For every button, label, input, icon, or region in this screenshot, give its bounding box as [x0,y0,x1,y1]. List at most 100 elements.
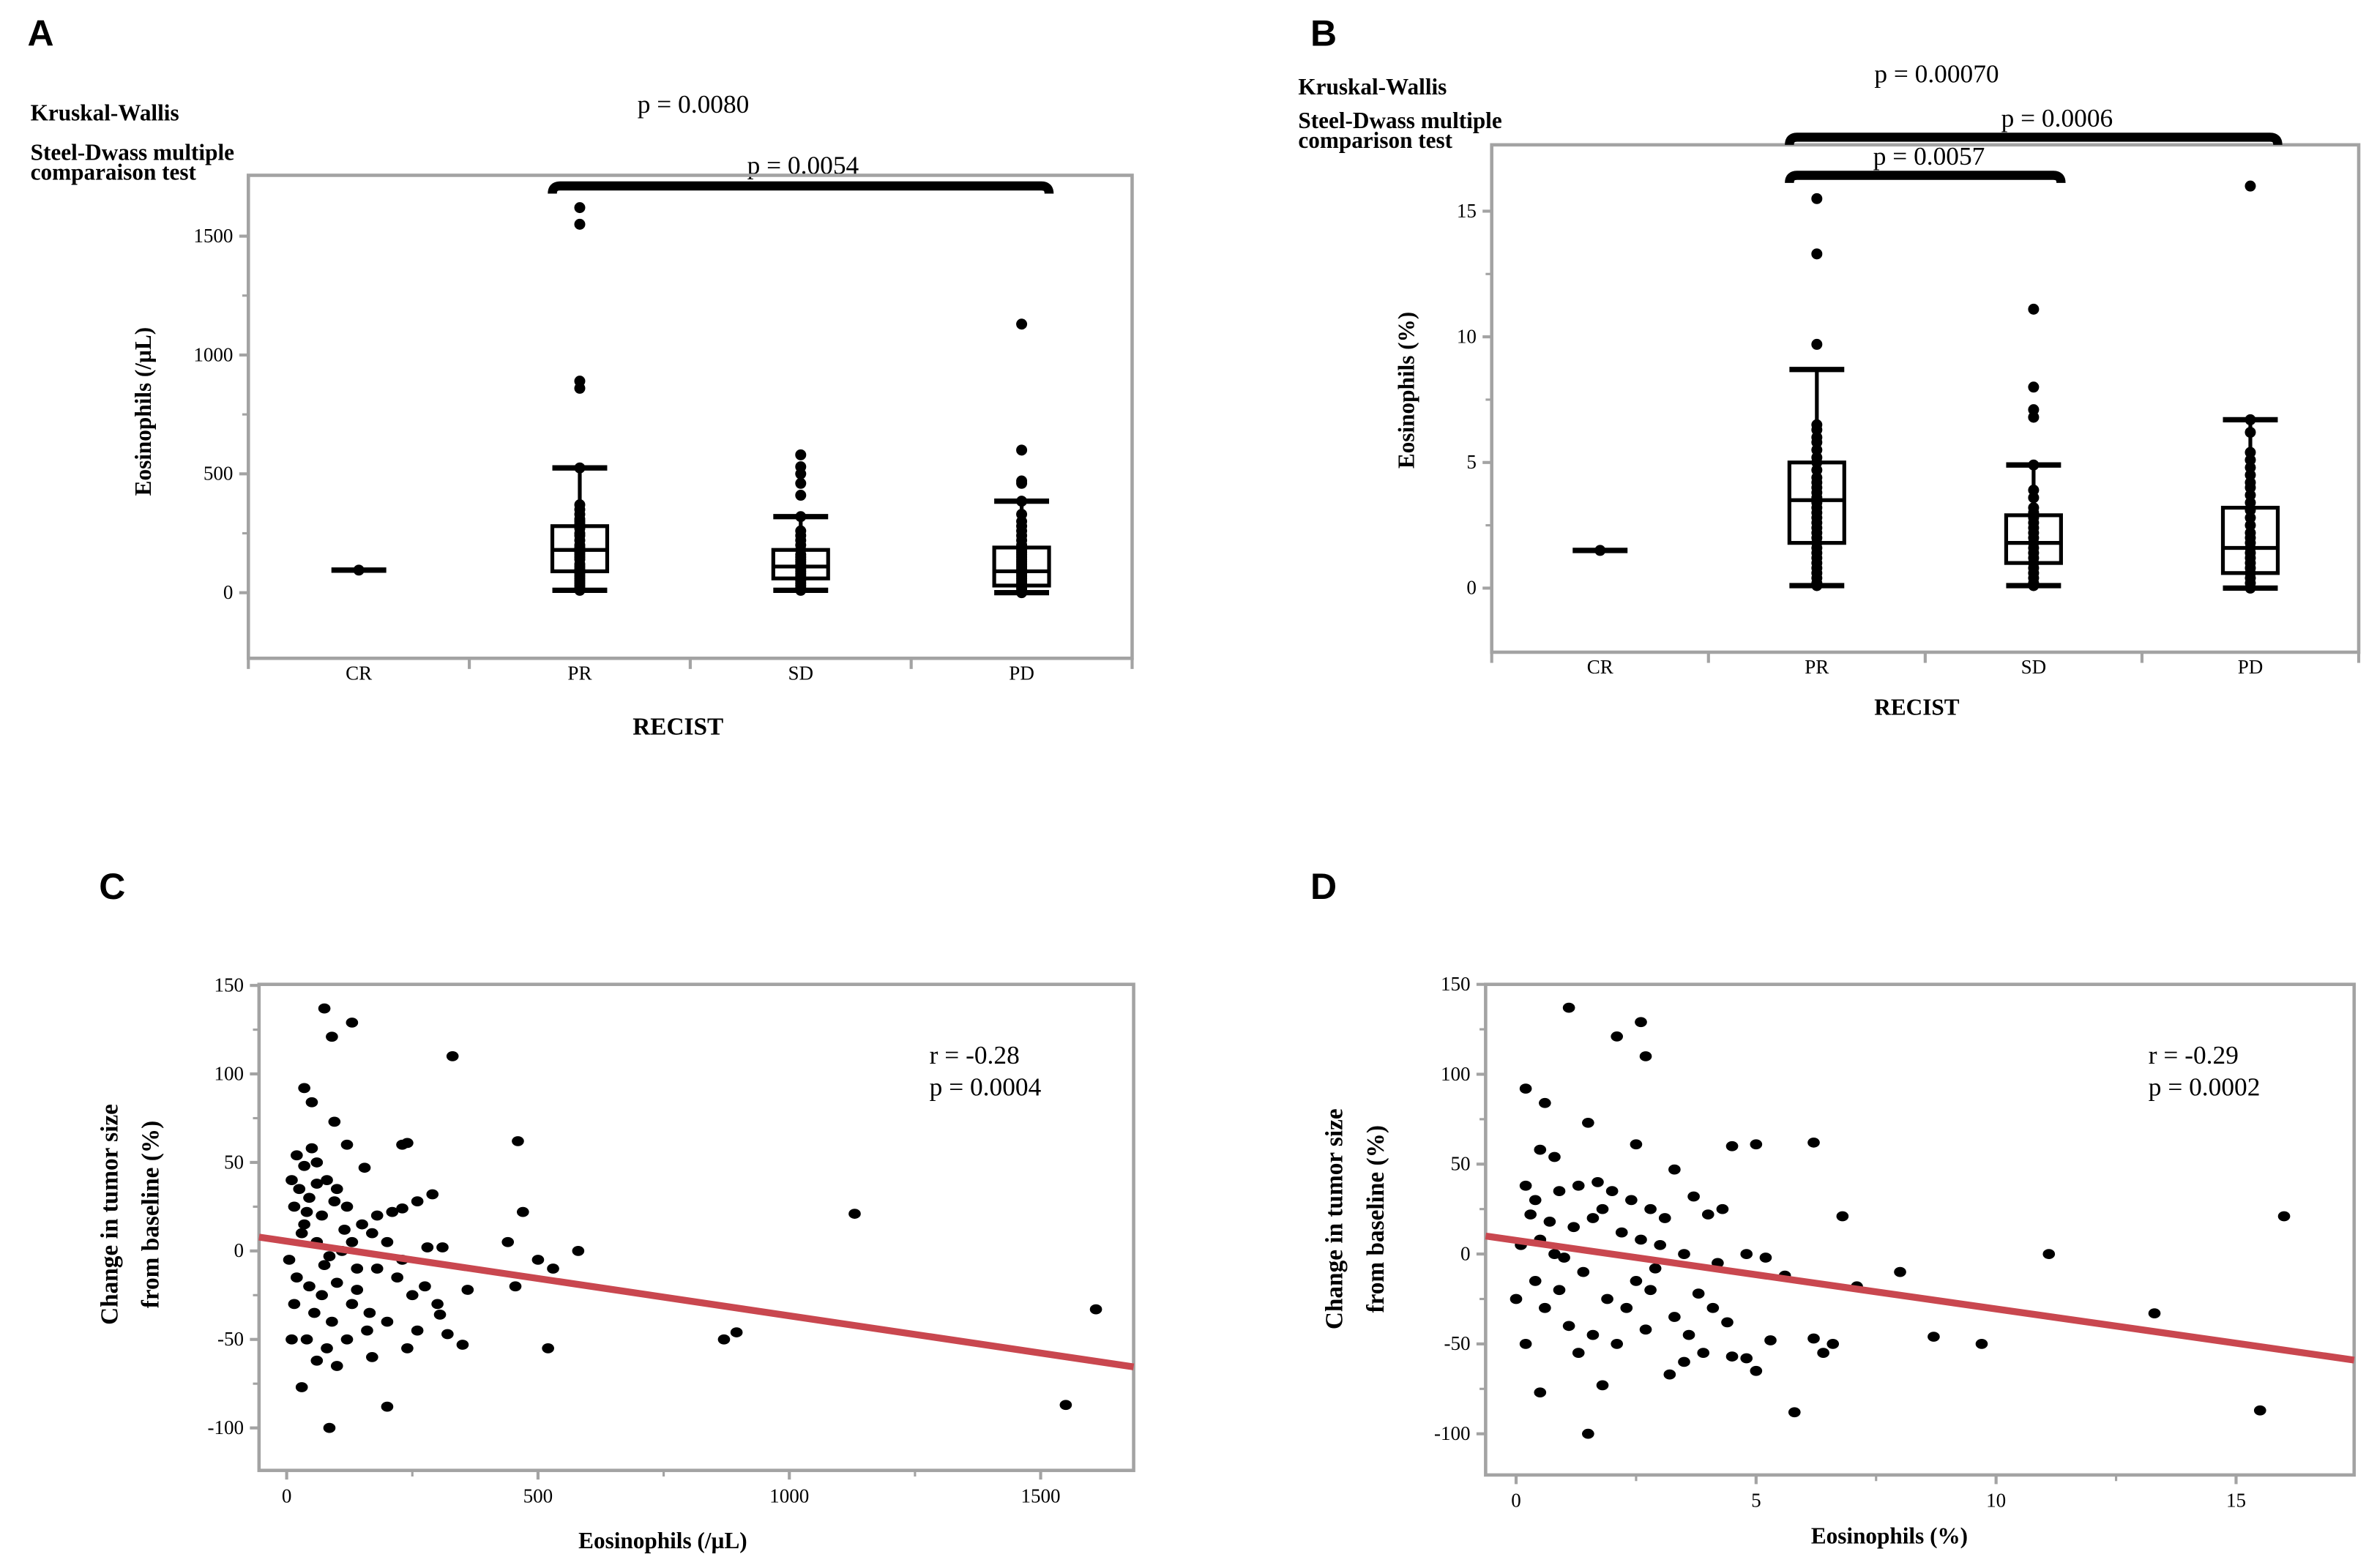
panel-d-scatter-point [1558,1252,1570,1263]
panel-d-scatter-point [1894,1266,1906,1277]
b-kruskal-label: Kruskal-Wallis [1298,74,1447,100]
data-point [2244,489,2256,501]
b-kruskal-p: p = 0.00070 [1874,59,1999,89]
data-point [1811,464,1823,476]
panel-d-scatter-point [1826,1339,1840,1349]
panel-d-scatter-point [1519,1339,1532,1349]
panel-d-scatter-point [1534,1144,1547,1155]
panel-d-scatter-point [1663,1369,1676,1380]
panel-d-scatter-point [1639,1051,1652,1061]
panel-c-scatter-point [330,1277,343,1288]
data-point [574,584,586,596]
panel-c-scatter-point [305,1143,318,1154]
data-point [574,382,586,394]
data-point [1811,444,1823,456]
panel-c-scatter-point [330,1184,343,1195]
panel-a-y-tick-label: 0 [223,581,234,603]
data-point [795,490,807,501]
panel-d-scatter-point [1534,1387,1547,1398]
panel-c-scatter-point [381,1236,394,1247]
data-point [1016,444,1028,456]
panel-a-box-cr [331,564,387,576]
panel-d-scatter-point [1625,1195,1638,1206]
data-point [1811,580,1823,591]
panel-d-scatter-point [1596,1380,1609,1391]
panel-c-y-tick-label: 0 [234,1239,244,1261]
panel-b-y-tick-label: 5 [1466,451,1477,473]
panel-a-box-pd [992,318,1051,599]
panel-c-scatter-point [542,1343,554,1354]
panel-d-scatter-point [1548,1151,1561,1162]
panel-c-scatter-point [291,1150,303,1161]
panel-c-scatter-point [1089,1304,1102,1315]
panel-d-scatter-point [1678,1356,1690,1367]
panel-d-scatter-point [1543,1217,1556,1227]
data-point [2244,512,2256,523]
panel-c-scatter-point [298,1219,310,1230]
panel-c-scatter-point [516,1206,529,1217]
panel-d-scatter-point [1620,1302,1633,1313]
panel-b-significance-bracket-pr-sd [1785,171,2066,184]
panel-label-b: B [1310,13,1337,54]
panel-d-scatter-point [1605,1186,1619,1197]
panel-c-scatter-point [303,1281,316,1292]
panel-d-scatter-point [1596,1203,1609,1214]
panel-c-scatter-point [316,1210,328,1221]
data-point [1016,318,1028,330]
panel-c-scatter-point [358,1162,371,1173]
data-point [1016,477,1028,489]
panel-d-scatter-point [1548,1249,1561,1259]
panel-d-scatter-point [1740,1353,1753,1364]
panel-c-scatter-point [283,1255,296,1265]
panel-c-scatter-point [346,1299,359,1310]
panel-c-scatter-point [340,1334,354,1345]
panel-d-scatter-point [1572,1180,1585,1191]
panel-c-regression-line [258,1233,1135,1370]
panel-c-scatter-point [431,1299,444,1310]
data-point [574,202,586,214]
panel-c-scatter-point [456,1340,469,1350]
panel-d-scatter-point [1611,1031,1624,1042]
data-point [1811,193,1823,204]
panel-c-scatter-point [501,1236,515,1247]
panel-c-x-tick-label: 500 [523,1485,553,1507]
panel-c-scatter-point [321,1175,333,1185]
panel-b-box-pd [2220,180,2280,594]
panel-d-scatter-point [1687,1191,1700,1202]
panel-c-scatter-point [421,1242,434,1252]
panel-c-scatter-point [436,1242,449,1252]
panel-a-x-tick-label-pd: PD [1009,662,1034,684]
panel-d-scatter-point [1701,1209,1714,1220]
panel-d-scatter-point [1519,1180,1532,1191]
panel-c-scatter-point [308,1307,321,1318]
panel-c-scatter-point [381,1401,394,1412]
panel-c-scatter-point [330,1361,343,1371]
data-point [1811,338,1823,350]
panel-c-scatter-point [366,1228,378,1239]
panel-d-scatter-point [1668,1164,1681,1175]
panel-c-x-tick-label: 0 [282,1485,292,1507]
panel-d-scatter-point [1630,1276,1643,1286]
panel-b-y-tick-label: 10 [1457,325,1477,347]
panel-d-scatter-point [1553,1186,1566,1197]
panel-b-box-sd [2004,303,2063,591]
panel-c-scatter-point [318,1003,331,1014]
panel-d-x-tick-label: 0 [1511,1490,1521,1512]
panel-d-scatter-point [1692,1288,1705,1299]
panel-d-scatter-point [1716,1203,1729,1214]
a-kruskal-label: Kruskal-Wallis [31,100,179,126]
panel-b-x-tick-label-sd: SD [2021,656,2047,678]
panel-c-scatter-point [419,1281,431,1292]
data-point [2244,427,2256,438]
panel-c-scatter-point [433,1310,447,1320]
data-point [795,477,807,489]
panel-d-scatter-point [1562,1002,1575,1013]
panel-b-x-tick-label-pd: PD [2238,656,2264,678]
data-point [2244,482,2256,493]
a-kruskal-p: p = 0.0080 [638,89,750,119]
d-y-axis-title-line1: Change in tumor size [1321,1108,1348,1329]
panel-c-scatter-point [370,1263,384,1274]
panel-c-scatter-point [293,1184,306,1195]
panel-c-scatter-point [328,1196,341,1207]
